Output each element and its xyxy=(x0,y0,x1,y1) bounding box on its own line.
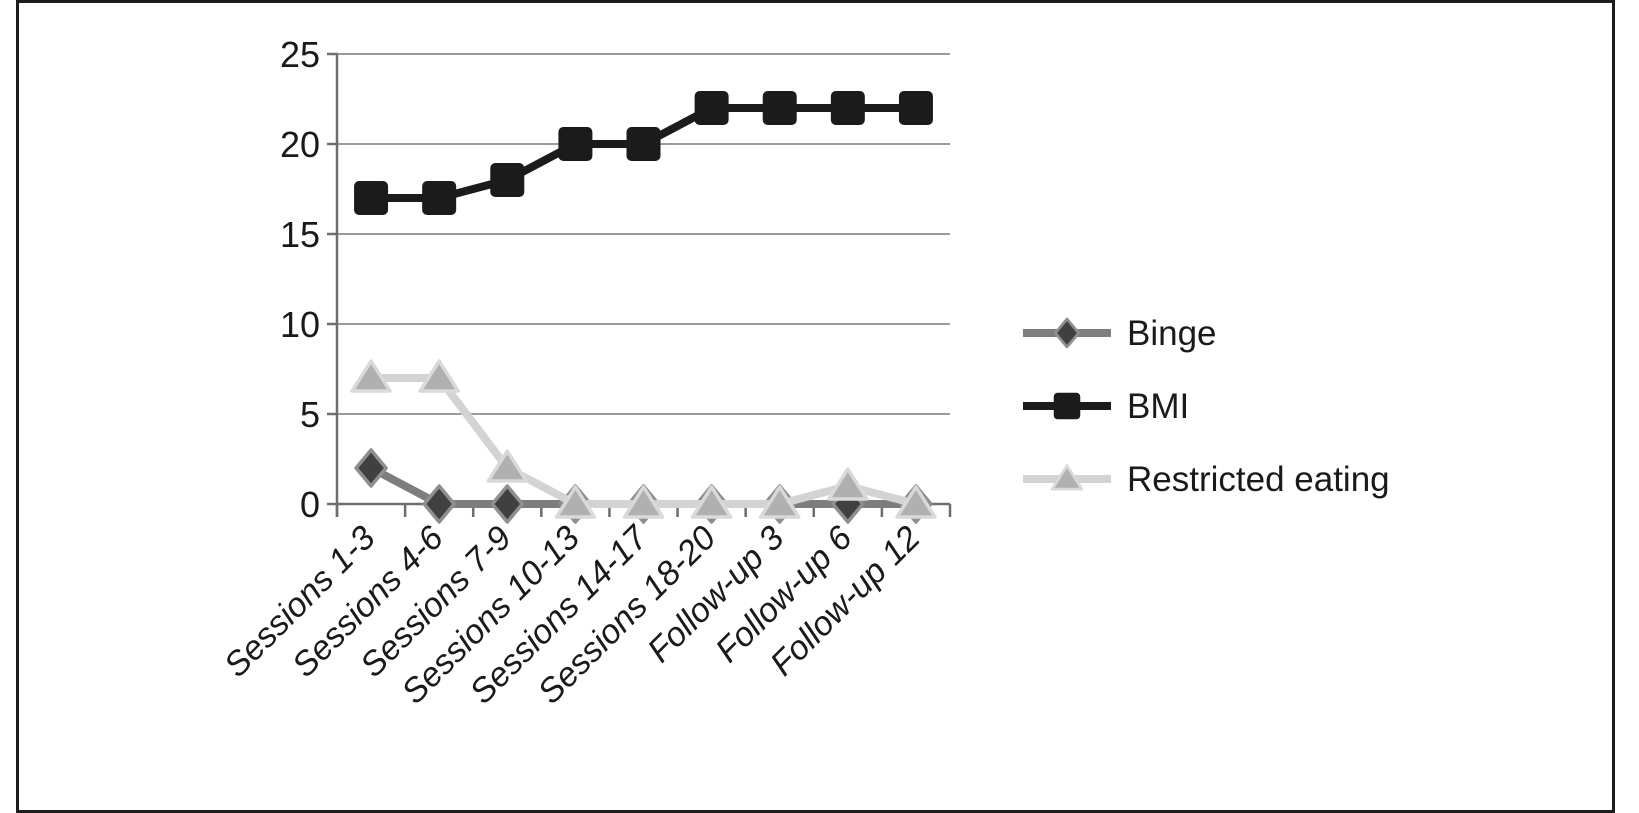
legend-item-bmi: BMI xyxy=(1023,387,1189,426)
marker-triangle xyxy=(486,449,529,483)
marker-diamond xyxy=(1053,317,1081,349)
marker-square xyxy=(694,91,729,125)
marker-triangle xyxy=(350,359,392,393)
marker-triangle xyxy=(758,485,801,519)
marker-triangle xyxy=(827,467,869,501)
marker-square xyxy=(1053,392,1081,420)
marker-triangle xyxy=(622,485,665,519)
marker-square xyxy=(422,181,457,215)
marker-square xyxy=(626,127,661,161)
marker-triangle xyxy=(690,485,733,519)
y-tick-label: 0 xyxy=(300,484,320,525)
data-series xyxy=(350,91,937,524)
y-axis-tick-labels: 0 5 10 15 20 25 xyxy=(280,34,320,525)
marker-triangle xyxy=(418,359,460,393)
marker-square xyxy=(830,91,865,125)
legend-item-restricted-eating: Restricted eating xyxy=(1023,460,1390,499)
legend-item-binge: Binge xyxy=(1023,314,1217,353)
gridlines xyxy=(337,53,950,415)
marker-triangle xyxy=(895,485,937,519)
marker-diamond xyxy=(422,484,456,524)
series-bmi xyxy=(354,91,933,215)
y-tick-label: 10 xyxy=(280,304,320,345)
marker-square xyxy=(354,181,389,215)
legend-label: BMI xyxy=(1127,387,1189,426)
marker-diamond xyxy=(490,484,525,524)
y-tick-label: 25 xyxy=(280,34,320,75)
marker-square xyxy=(558,127,593,161)
marker-square xyxy=(898,91,933,125)
marker-diamond xyxy=(354,448,388,488)
y-tick-label: 20 xyxy=(280,124,320,165)
legend-label: Binge xyxy=(1127,314,1217,353)
y-tick-label: 5 xyxy=(300,394,320,435)
y-tick-label: 15 xyxy=(280,214,320,255)
legend-label: Restricted eating xyxy=(1127,460,1390,499)
legend: Binge BMI Restricted eating xyxy=(1023,314,1390,499)
marker-square xyxy=(762,91,797,125)
marker-square xyxy=(490,163,525,197)
series-restricted-eating xyxy=(350,359,937,519)
marker-triangle xyxy=(1050,464,1084,491)
marker-triangle xyxy=(554,485,597,519)
